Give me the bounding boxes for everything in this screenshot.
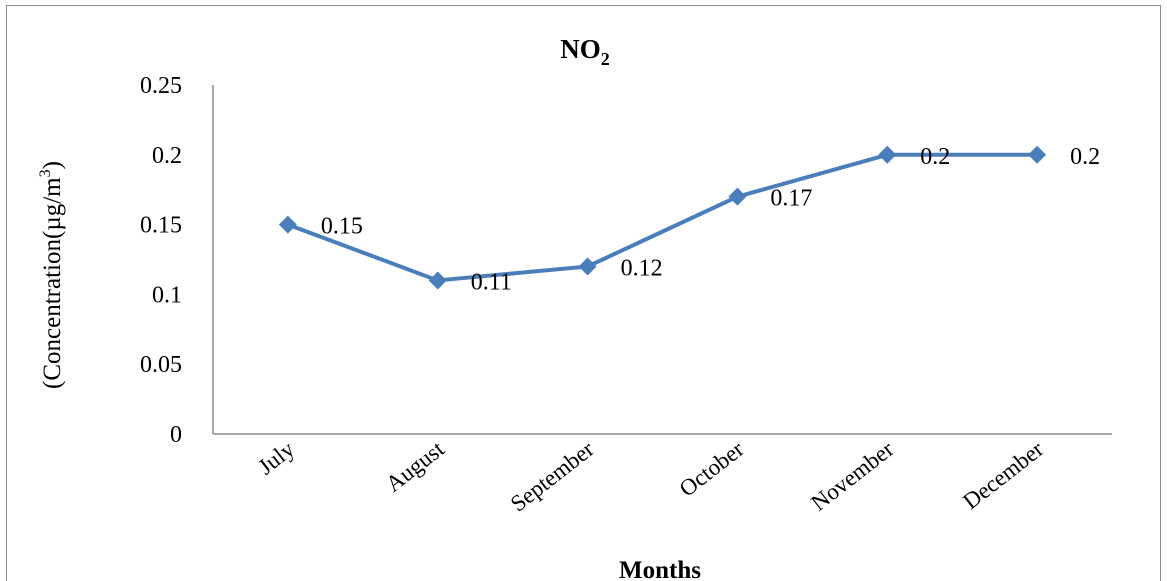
- y-axis-label-superscript: 3: [37, 169, 54, 177]
- data-label: 0.2: [1070, 144, 1100, 170]
- chart-title: NO2: [560, 34, 610, 69]
- y-tick-label: 0.2: [152, 143, 182, 169]
- y-axis-label: (Concentration(µg/m3): [37, 161, 66, 389]
- data-label: 0.15: [321, 214, 363, 240]
- y-tick-label: 0: [170, 422, 182, 448]
- y-axis-label-suffix: ): [39, 161, 66, 169]
- chart-title-subscript: 2: [601, 49, 610, 69]
- x-tick-label: October: [675, 436, 749, 502]
- x-tick-label: July: [253, 436, 299, 480]
- chart-frame: [6, 5, 1161, 581]
- x-tick-labels: July August September October November Decemb…: [253, 436, 1048, 517]
- series-layer: 0.15 0.11 0.12 0.17 0.2 0.2: [278, 144, 1100, 295]
- data-point-marker: [428, 271, 447, 290]
- data-label: 0.2: [920, 144, 950, 170]
- y-tick-label: 0.05: [140, 352, 182, 378]
- data-point-marker: [578, 257, 597, 276]
- y-tick-labels: 0 0.05 0.1 0.15 0.2 0.25: [140, 73, 182, 448]
- x-tick-label: August: [381, 436, 449, 497]
- series-line: [287, 152, 1038, 283]
- y-axis-label-text: (Concentration(µg/m: [39, 177, 66, 389]
- y-tick-label: 0.25: [140, 73, 182, 99]
- y-tick-label: 0.15: [140, 213, 182, 239]
- data-label: 0.11: [471, 269, 512, 295]
- x-tick-label: September: [506, 436, 599, 516]
- y-tick-label: 0.1: [152, 282, 182, 308]
- data-point-marker: [1028, 145, 1047, 164]
- x-axis-label: Months: [619, 557, 701, 581]
- data-point-marker: [878, 145, 897, 164]
- data-label: 0.17: [770, 186, 812, 212]
- chart-title-text: NO: [560, 34, 601, 64]
- x-tick-label: November: [806, 436, 898, 516]
- data-point-marker: [278, 215, 297, 234]
- data-label: 0.12: [621, 255, 663, 281]
- x-tick-label: December: [958, 436, 1048, 514]
- data-point-marker: [728, 187, 747, 206]
